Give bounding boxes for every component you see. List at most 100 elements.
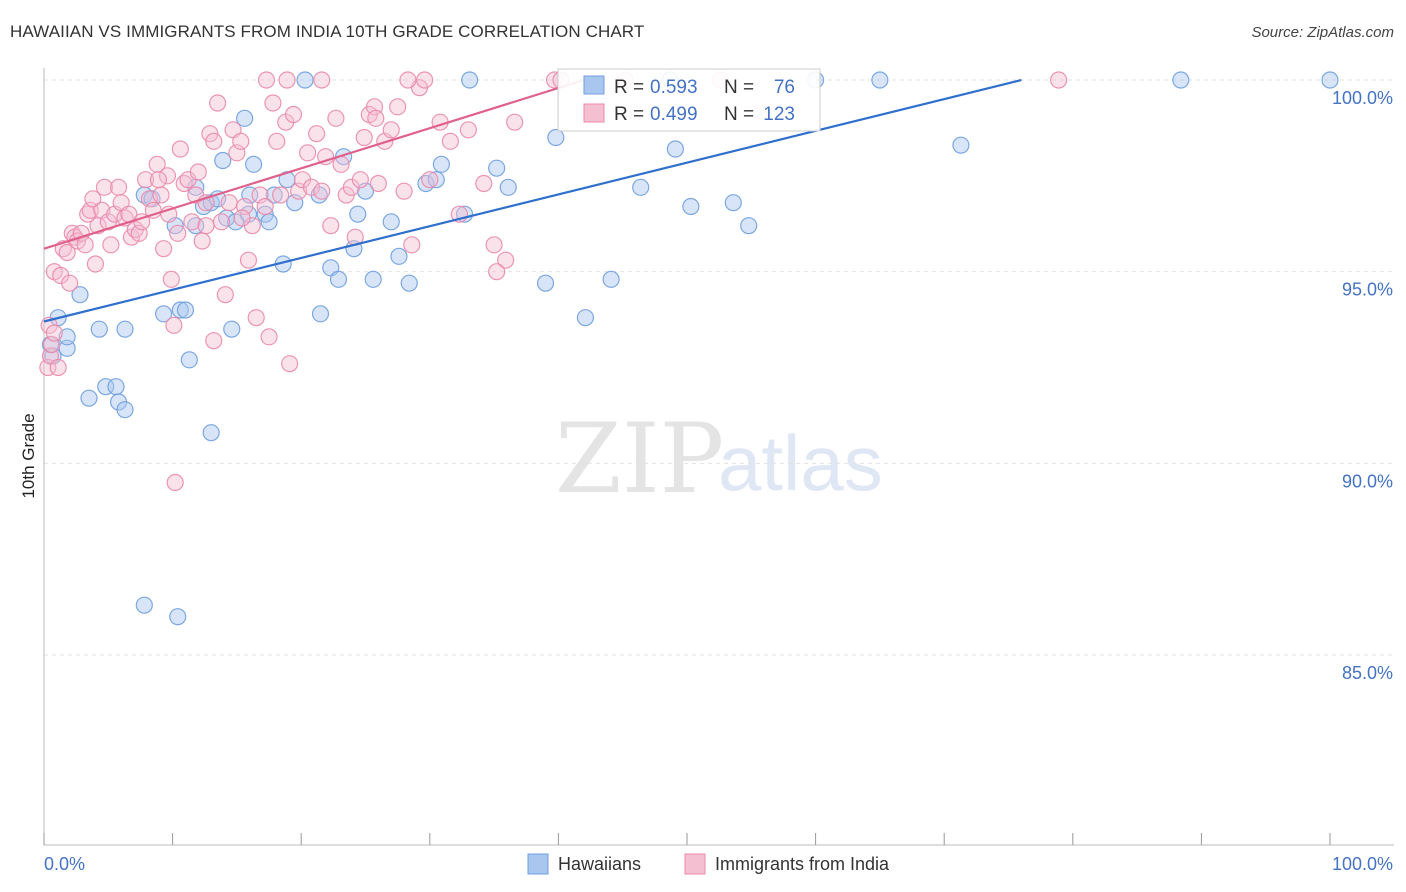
india-point-55 [212,213,231,231]
hawaiians-point-63 [602,270,620,288]
india-point-38 [152,186,170,204]
hawaiians-point-35 [260,213,278,231]
india-point-77 [302,178,321,196]
stats-n-value-hawaiians: 76 [774,77,795,98]
india-point-10 [61,274,79,292]
hawaiians-point-62 [576,309,595,327]
india-point-103 [475,174,493,193]
india-point-88 [355,128,373,147]
hawaiians-point-76 [169,608,187,626]
india-point-111 [205,332,223,350]
hawaiians-point-54 [427,171,445,189]
india-point-118 [416,71,434,89]
hawaiians-point-72 [952,136,970,154]
hawaiians-point-17 [171,301,189,319]
india-point-9 [58,243,76,262]
india-point-73 [284,105,303,124]
legend-swatch-india [684,853,706,875]
india-point-22 [95,178,114,196]
hawaiians-point-30 [236,109,254,127]
india-point-93 [382,121,400,139]
hawaiians-point-40 [296,71,314,89]
hawaiians-point-57 [461,71,479,89]
hawaiians-point-47 [349,205,367,223]
hawaiians-point-64 [632,178,650,196]
india-point-49 [189,163,207,181]
india-point-68 [264,94,282,112]
india-point-119 [488,263,506,281]
stats-swatch-india [583,103,605,123]
india-point-67 [260,328,278,346]
india-point-117 [399,71,417,89]
hawaiians-point-24 [202,424,220,442]
india-point-79 [313,182,331,200]
india-point-18 [84,190,102,208]
y-tick-labels: 85.0% 90.0% 95.0% 100.0% [1332,88,1393,683]
india-point-40 [158,167,177,185]
hawaiians-point-75 [135,596,153,614]
x-tick-label-max: 100.0% [1332,854,1393,874]
chart-source: Source: ZipAtlas.com [1251,24,1394,41]
y-tick-label-1: 90.0% [1342,471,1393,491]
hawaiians-point-7 [90,320,108,338]
hawaiians-point-59 [499,178,517,196]
india-point-115 [313,71,331,89]
hawaiians-point-69 [740,217,758,235]
india-point-66 [256,197,274,216]
india-point-56 [216,286,234,304]
stats-r-value-india: 0.499 [650,104,698,125]
y-tick-label-3: 100.0% [1332,88,1393,108]
y-axis-label: 10th Grade [19,413,38,498]
india-point-106 [506,113,524,131]
hawaiians-point-18 [176,301,195,319]
india-point-15 [76,236,94,254]
india-point-24 [102,236,120,254]
x-tick-label-min: 0.0% [44,854,85,874]
hawaiians-point-36 [265,186,283,204]
hawaiians-point-5 [71,286,89,304]
legend-label-india: Immigrants from India [715,854,890,874]
hawaiians-point-44 [329,270,348,288]
india-point-39 [154,240,173,258]
hawaiians-point-6 [80,389,98,407]
india-point-34 [136,171,155,189]
india-point-6 [49,358,67,377]
india-point-114 [278,71,296,89]
india-point-4 [45,324,63,342]
india-point-116 [367,109,385,127]
india-point-110 [197,217,215,235]
stats-r-value-hawaiians: 0.593 [650,77,698,98]
india-point-64 [247,309,265,327]
india-point-44 [171,140,189,158]
india-point-95 [395,182,413,200]
watermark-zip: ZIP [555,403,724,515]
india-point-80 [317,148,335,166]
hawaiians-point-52 [400,274,418,292]
india-point-82 [327,109,345,127]
india-point-107 [149,171,168,189]
hawaiians-point-19 [180,351,198,369]
india-point-109 [166,473,184,492]
india-point-41 [162,270,180,288]
hawaiians-point-11 [116,401,134,419]
stats-r-label-india: R = [614,104,644,125]
india-point-112 [233,209,251,227]
hawaiians-point-12 [116,320,134,338]
stats-r-label-hawaiians: R = [614,77,644,98]
hawaiians-point-73 [1172,71,1190,89]
hawaiians-point-26 [214,151,232,170]
hawaiians-trend-line [43,78,1022,323]
hawaiians-point-61 [547,128,565,147]
india-point-70 [272,186,290,204]
india-point-43 [169,224,187,242]
india-point-69 [268,132,286,150]
axes [43,68,1394,846]
hawaiians-point-15 [154,305,173,323]
hawaiians-point-49 [364,270,382,288]
hawaiians-point-28 [223,320,241,338]
hawaiians-point-42 [311,305,330,323]
india-point-96 [403,236,421,254]
legend-label-hawaiians: Hawaiians [558,854,641,874]
y-tick-label-0: 85.0% [1342,663,1393,683]
